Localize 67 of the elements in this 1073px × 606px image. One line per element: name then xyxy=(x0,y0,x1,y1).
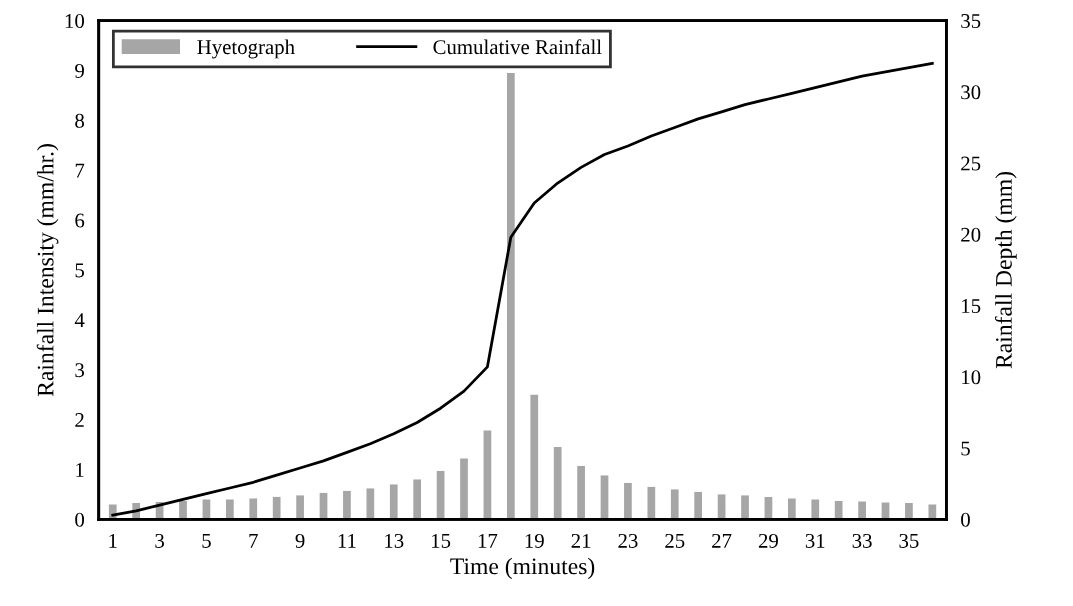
x-tick-label: 11 xyxy=(338,533,356,548)
legend-label: Cumulative Rainfall xyxy=(433,39,602,55)
bar xyxy=(249,498,258,520)
y-tick-label: 2 xyxy=(75,413,84,427)
y-tick-label: 1 xyxy=(76,462,84,477)
y-tick-label: 0 xyxy=(75,512,85,527)
x-tick-label: 25 xyxy=(665,533,685,548)
x-tick-label: 3 xyxy=(155,533,164,548)
x-axis-title: Time (minutes) xyxy=(450,557,595,580)
x-tick-label: 33 xyxy=(852,533,872,548)
x-tick-label: 35 xyxy=(899,533,919,548)
y-axis-title: Rainfall Intensity (mm/hr.) xyxy=(36,144,59,397)
bar xyxy=(647,486,656,520)
y2-tick-label: 20 xyxy=(961,227,981,242)
bar xyxy=(343,490,351,520)
bar xyxy=(553,447,562,520)
y-tick-label: 9 xyxy=(75,63,84,78)
y-tick-label: 10 xyxy=(65,13,85,29)
y-tick-label: 3 xyxy=(75,363,85,378)
bar xyxy=(741,495,749,520)
y-tick-label: 8 xyxy=(75,113,85,128)
bar xyxy=(905,502,913,520)
y2-tick-label: 0 xyxy=(961,512,970,527)
y-tick-label: 4 xyxy=(74,313,85,328)
x-tick-label: 23 xyxy=(618,533,638,548)
bar xyxy=(811,499,820,520)
y2-tick-label: 15 xyxy=(962,299,981,314)
x-tick-label: 31 xyxy=(805,533,825,548)
bar xyxy=(506,72,515,520)
bar xyxy=(787,498,796,520)
bar xyxy=(624,482,632,520)
bar xyxy=(225,499,234,520)
bar xyxy=(460,458,468,520)
bar xyxy=(928,504,937,520)
bar xyxy=(272,496,281,520)
x-tick-label: 9 xyxy=(295,533,305,548)
x-tick-label: 1 xyxy=(109,533,117,548)
x-tick-label: 13 xyxy=(385,533,404,548)
y-tick-label: 6 xyxy=(75,213,85,228)
x-tick-label: 19 xyxy=(525,533,544,548)
bar xyxy=(530,394,539,520)
x-tick-label: 7 xyxy=(249,534,258,548)
y2-tick-label: 35 xyxy=(961,14,981,29)
x-tick-label: 21 xyxy=(571,533,591,548)
bar xyxy=(296,495,304,520)
bar xyxy=(670,489,679,520)
bar xyxy=(834,500,843,520)
y-tick-label: 5 xyxy=(75,263,85,278)
y-tick-label: 7 xyxy=(75,163,85,178)
y2-tick-label: 10 xyxy=(962,370,981,385)
bar xyxy=(366,488,375,520)
y2-tick-label: 30 xyxy=(961,85,981,100)
y2-tick-label: 25 xyxy=(961,156,981,171)
bar xyxy=(179,500,187,520)
x-tick-label: 29 xyxy=(758,533,778,548)
bar xyxy=(577,465,585,520)
y2-axis-title: Rainfall Depth (mm) xyxy=(995,172,1017,369)
bar xyxy=(694,491,703,520)
x-tick-label: 27 xyxy=(712,533,732,548)
bar xyxy=(389,484,398,520)
y2-tick-label: 5 xyxy=(961,441,970,456)
legend-label: Hyetograph xyxy=(197,39,295,59)
x-tick-label: 5 xyxy=(202,534,211,548)
x-tick-label: 15 xyxy=(432,533,451,548)
x-tick-label: 17 xyxy=(478,533,498,548)
bar xyxy=(413,479,422,520)
bar xyxy=(858,501,866,520)
